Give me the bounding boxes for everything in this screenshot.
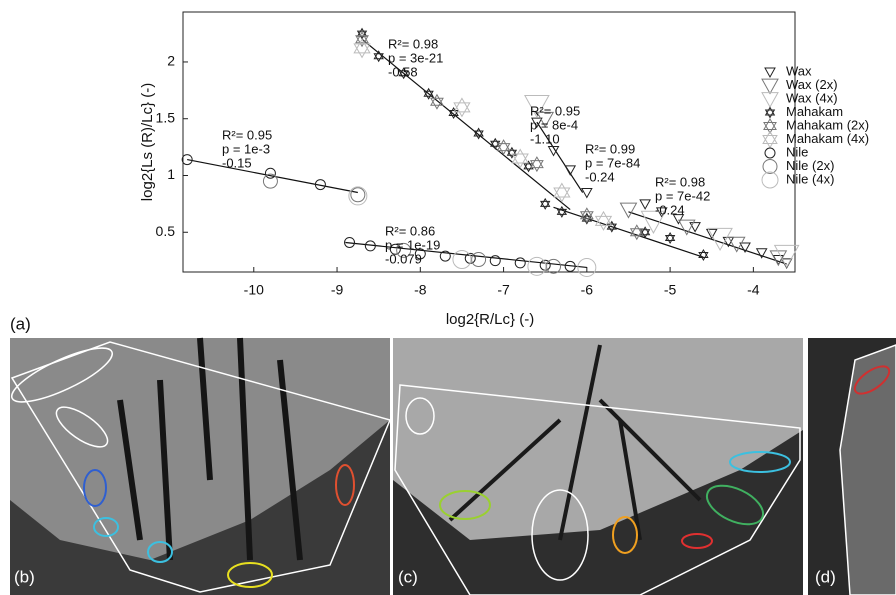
point [582,189,592,198]
x-tick-label: -10 [244,282,264,298]
x-tick-label: -4 [747,282,760,298]
x-tick-label: -9 [331,282,344,298]
legend-marker [762,172,778,188]
panel-label: (b) [14,567,35,586]
annotation: p = 1e-19 [385,237,440,252]
y-tick-label: 2 [167,53,175,69]
annotation: R²= 0.98 [388,36,438,51]
legend-marker [765,148,775,158]
annotation: p = 3e-21 [388,50,443,65]
annotation: p = 7e-84 [585,155,640,170]
annotation: p = 8e-4 [530,117,578,132]
y-axis-label: log2{Ls (R)/Lc} (-) [139,83,156,201]
annotation: -0.24 [585,169,615,184]
plot-frame [183,12,795,272]
annotation: R²= 0.95 [530,103,580,118]
legend-marker [762,93,778,107]
point [640,200,650,209]
panel-label: (d) [815,567,836,586]
annotation: -0.24 [655,202,685,217]
annotation: R²= 0.86 [385,223,435,238]
point [265,168,275,178]
legend-label: Nile (4x) [786,171,834,186]
y-tick-label: 1 [167,166,175,182]
y-tick-label: 0.5 [156,223,176,239]
point [472,253,486,267]
panel-label: (c) [398,567,418,586]
point [528,257,546,275]
point [631,225,643,239]
y-tick-label: 1.5 [156,109,176,125]
annotation: -0.58 [388,64,418,79]
point [707,229,717,238]
legend-marker [765,68,775,77]
chart: log2{R/Lc} (-) log2{Ls (R)/Lc} (-) -10 -9… [0,0,896,335]
point [547,259,561,273]
legend-marker [762,79,778,93]
annotation: R²= 0.99 [585,141,635,156]
annotation: -0.15 [222,155,252,170]
annotation: -0.079 [385,251,422,266]
legend-marker [766,108,775,118]
annotation: -1.10 [530,131,560,146]
point [558,207,567,217]
point [699,250,708,260]
figure: (a) (b) (c) (d) log2{R/Lc} (-) log2{Ls (… [0,0,896,595]
x-tick-label: -8 [414,282,427,298]
x-tick-label: -6 [581,282,594,298]
annotation: p = 7e-42 [655,188,710,203]
point [620,203,636,217]
point [690,223,700,232]
legend-marker [763,160,777,174]
x-tick-label: -5 [664,282,677,298]
point [666,233,675,243]
annotation: R²= 0.98 [655,174,705,189]
point [515,258,525,268]
x-tick-label: -7 [497,282,510,298]
point [541,199,550,209]
annotation: R²= 0.95 [222,127,272,142]
point [453,251,471,269]
point [351,188,365,202]
x-axis-label: log2{R/Lc} (-) [446,311,534,328]
annotation: p = 1e-3 [222,141,270,156]
point [490,256,500,266]
